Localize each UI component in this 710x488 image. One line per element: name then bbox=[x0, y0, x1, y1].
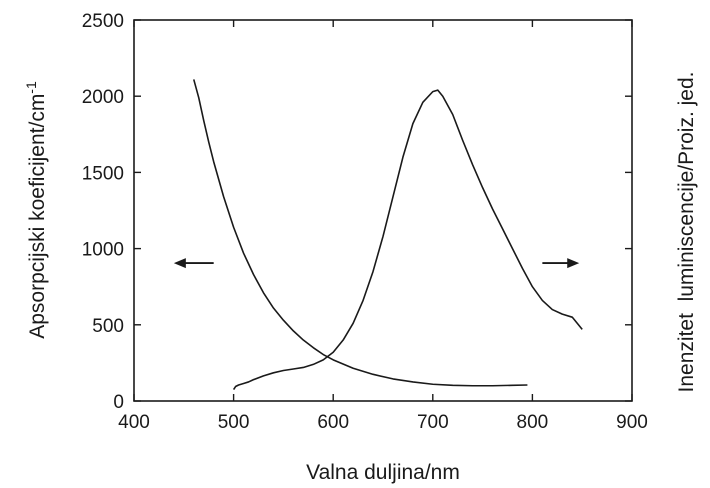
x-tick-label-2: 600 bbox=[317, 412, 349, 433]
x-tick-label-4: 800 bbox=[517, 412, 549, 433]
absorption-curve bbox=[192, 79, 528, 387]
x-tick-label-5: 900 bbox=[616, 412, 648, 433]
arrow-right-axis-head bbox=[567, 258, 580, 269]
y-tick-label-2: 1000 bbox=[82, 240, 124, 261]
arrow-left-axis-head bbox=[173, 258, 186, 269]
x-tick-labels: 400 500 600 700 800 900 bbox=[118, 412, 648, 433]
luminescence-curve bbox=[232, 89, 583, 391]
x-tick-label-1: 500 bbox=[218, 412, 250, 433]
x-axis-title: Valna duljina/nm bbox=[306, 461, 460, 484]
y-tick-label-0: 0 bbox=[113, 392, 124, 413]
y-axis-title-left: Apsorpcijski koeficijent/cm-1 bbox=[23, 81, 49, 339]
y-tick-label-4: 2000 bbox=[82, 87, 124, 108]
direction-arrows bbox=[173, 258, 580, 269]
y-tick-label-5: 2500 bbox=[82, 11, 124, 32]
ticks bbox=[133, 19, 633, 402]
y-tick-labels: 0 500 1000 1500 2000 2500 bbox=[82, 11, 124, 413]
y-tick-label-1: 500 bbox=[92, 316, 124, 337]
y-tick-label-3: 1500 bbox=[82, 163, 124, 184]
x-tick-label-0: 400 bbox=[118, 412, 150, 433]
y-axis-title-left-superscript: -1 bbox=[23, 81, 39, 94]
y-axis-title-left-text: Apsorpcijski koeficijent/cm bbox=[26, 94, 49, 339]
x-tick-label-3: 700 bbox=[417, 412, 449, 433]
y-axis-title-right: Inenzitet luminiscencije/Proiz. jed. bbox=[675, 72, 698, 393]
plot-frame bbox=[133, 19, 633, 402]
curves bbox=[192, 79, 583, 391]
